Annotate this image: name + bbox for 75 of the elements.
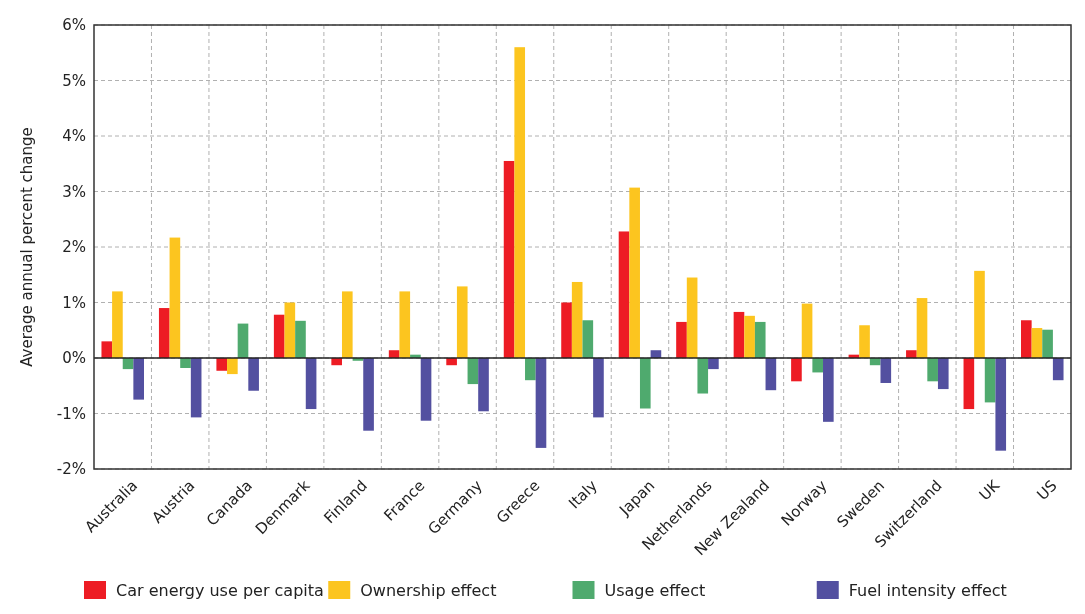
- bar: [467, 358, 479, 385]
- bar: [1031, 328, 1043, 358]
- bar: [514, 47, 526, 358]
- bar: [273, 314, 285, 358]
- bar: [927, 358, 938, 382]
- bar: [686, 277, 698, 358]
- bar: [754, 321, 766, 358]
- bar: [1021, 320, 1032, 358]
- y-tick-label: 6%: [62, 16, 86, 35]
- bar: [133, 358, 144, 400]
- y-tick-label: 1%: [62, 293, 86, 312]
- bar: [697, 358, 709, 394]
- bar: [295, 320, 306, 358]
- y-tick-label: 3%: [62, 182, 86, 201]
- legend-label: Car energy use per capita: [116, 580, 324, 600]
- bar: [1052, 358, 1064, 381]
- y-axis-title: Average annual percent change: [18, 127, 36, 367]
- bar: [399, 291, 411, 358]
- bar: [765, 358, 777, 391]
- bar: [112, 291, 123, 358]
- bar: [639, 358, 651, 409]
- bar: [525, 358, 536, 381]
- bar: [341, 291, 353, 358]
- bar: [420, 358, 432, 421]
- bar: [676, 321, 687, 358]
- bar: [593, 358, 604, 418]
- bar: [812, 358, 824, 373]
- bar: [456, 286, 468, 358]
- y-tick-label: 5%: [62, 71, 86, 90]
- bar: [571, 281, 583, 358]
- bar: [1042, 329, 1053, 358]
- bar: [561, 302, 572, 358]
- bar: [227, 358, 238, 375]
- y-tick-label: 2%: [62, 238, 86, 257]
- bar: [284, 302, 296, 358]
- bar: [880, 358, 892, 383]
- bar: [744, 315, 755, 358]
- bar: [237, 323, 249, 358]
- bar: [733, 311, 745, 358]
- bar: [984, 358, 996, 403]
- bar: [937, 358, 949, 390]
- bar: [158, 308, 170, 358]
- legend-label: Fuel intensity effect: [848, 580, 1007, 600]
- x-tick-label: US: [1033, 476, 1061, 504]
- bar: [180, 358, 191, 368]
- bar: [823, 358, 834, 422]
- bar: [859, 325, 870, 358]
- bar: [916, 298, 928, 358]
- bar: [974, 270, 985, 358]
- bar: [995, 358, 1007, 451]
- bar: [478, 358, 489, 412]
- bar: [963, 358, 975, 410]
- y-tick-label: 4%: [62, 127, 86, 146]
- bar: [618, 231, 630, 358]
- bar: [305, 358, 317, 410]
- y-tick-label: -1%: [56, 404, 86, 423]
- bar: [248, 358, 259, 391]
- bar: [791, 358, 802, 382]
- bar: [629, 187, 640, 358]
- bar: [216, 358, 228, 371]
- y-tick-label: 0%: [62, 349, 86, 368]
- bar: [708, 358, 719, 370]
- x-tick-label: UK: [975, 475, 1004, 504]
- legend-label: Ownership effect: [360, 580, 497, 600]
- bar: [363, 358, 374, 431]
- bar: [101, 341, 113, 358]
- bar: [801, 303, 813, 358]
- legend-label: Usage effect: [604, 580, 706, 600]
- bar: [906, 350, 917, 358]
- bar: [190, 358, 202, 418]
- bar: [503, 160, 515, 358]
- bar: [582, 320, 594, 358]
- y-tick-label: -2%: [56, 460, 86, 479]
- bar: [535, 358, 547, 448]
- bar: [169, 237, 181, 358]
